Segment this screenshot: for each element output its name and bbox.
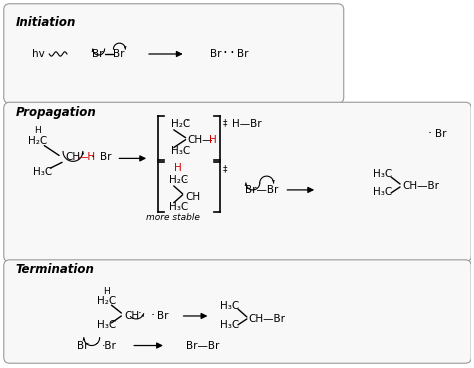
Text: CH: CH bbox=[65, 152, 80, 162]
Text: CH—Br: CH—Br bbox=[249, 314, 286, 324]
Text: Br: Br bbox=[157, 311, 168, 321]
Text: Br—Br: Br—Br bbox=[186, 340, 219, 351]
Text: ‡: ‡ bbox=[223, 118, 228, 127]
Text: Br: Br bbox=[237, 49, 248, 59]
Text: H₂C: H₂C bbox=[171, 119, 190, 129]
Text: Termination: Termination bbox=[16, 263, 94, 276]
Text: Br: Br bbox=[113, 49, 125, 59]
Text: CH: CH bbox=[186, 192, 201, 202]
Text: H: H bbox=[210, 135, 217, 145]
Text: CH—: CH— bbox=[188, 135, 213, 145]
Text: CH: CH bbox=[124, 311, 139, 321]
Text: ‡: ‡ bbox=[223, 164, 228, 173]
Text: H—Br: H—Br bbox=[232, 119, 262, 129]
Text: ·Br: ·Br bbox=[101, 340, 117, 351]
Text: H₃C: H₃C bbox=[220, 301, 239, 311]
Text: H: H bbox=[34, 126, 41, 135]
Text: H₃C: H₃C bbox=[220, 320, 239, 330]
Text: H₂C: H₂C bbox=[97, 296, 116, 306]
Text: more stable: more stable bbox=[146, 213, 200, 222]
Text: H: H bbox=[174, 163, 182, 173]
Text: H₃C: H₃C bbox=[374, 169, 392, 179]
Text: Propagation: Propagation bbox=[16, 106, 96, 118]
Text: Br: Br bbox=[435, 129, 446, 139]
Text: CH—Br: CH—Br bbox=[402, 181, 439, 191]
Text: ·: · bbox=[186, 116, 190, 128]
Text: H₃C: H₃C bbox=[171, 146, 190, 156]
Text: H₂C: H₂C bbox=[169, 175, 188, 185]
FancyBboxPatch shape bbox=[4, 260, 471, 363]
Text: ·: · bbox=[91, 151, 95, 164]
FancyBboxPatch shape bbox=[4, 102, 471, 262]
Text: ·: · bbox=[95, 338, 99, 351]
Text: ·: · bbox=[184, 174, 188, 187]
Text: ·: · bbox=[428, 127, 432, 140]
Text: ·: · bbox=[223, 46, 228, 60]
Text: H₃C: H₃C bbox=[97, 320, 116, 330]
Text: Br: Br bbox=[92, 49, 103, 59]
Text: H₃C: H₃C bbox=[374, 187, 392, 197]
Text: H: H bbox=[103, 287, 110, 296]
FancyBboxPatch shape bbox=[4, 4, 344, 103]
Text: H₃C: H₃C bbox=[33, 167, 52, 177]
Text: —H: —H bbox=[78, 152, 96, 162]
Text: Br·: Br· bbox=[77, 340, 92, 351]
Text: Br—Br: Br—Br bbox=[245, 185, 278, 195]
Text: H₂C: H₂C bbox=[28, 136, 47, 146]
Text: Initiation: Initiation bbox=[16, 15, 76, 29]
Text: hv: hv bbox=[32, 49, 45, 59]
Text: Br: Br bbox=[210, 49, 222, 59]
Text: ·: · bbox=[151, 309, 155, 322]
Text: H₃C: H₃C bbox=[169, 202, 188, 212]
Text: Br: Br bbox=[100, 152, 111, 162]
Text: ·: · bbox=[230, 46, 235, 60]
Text: ·: · bbox=[138, 308, 142, 321]
